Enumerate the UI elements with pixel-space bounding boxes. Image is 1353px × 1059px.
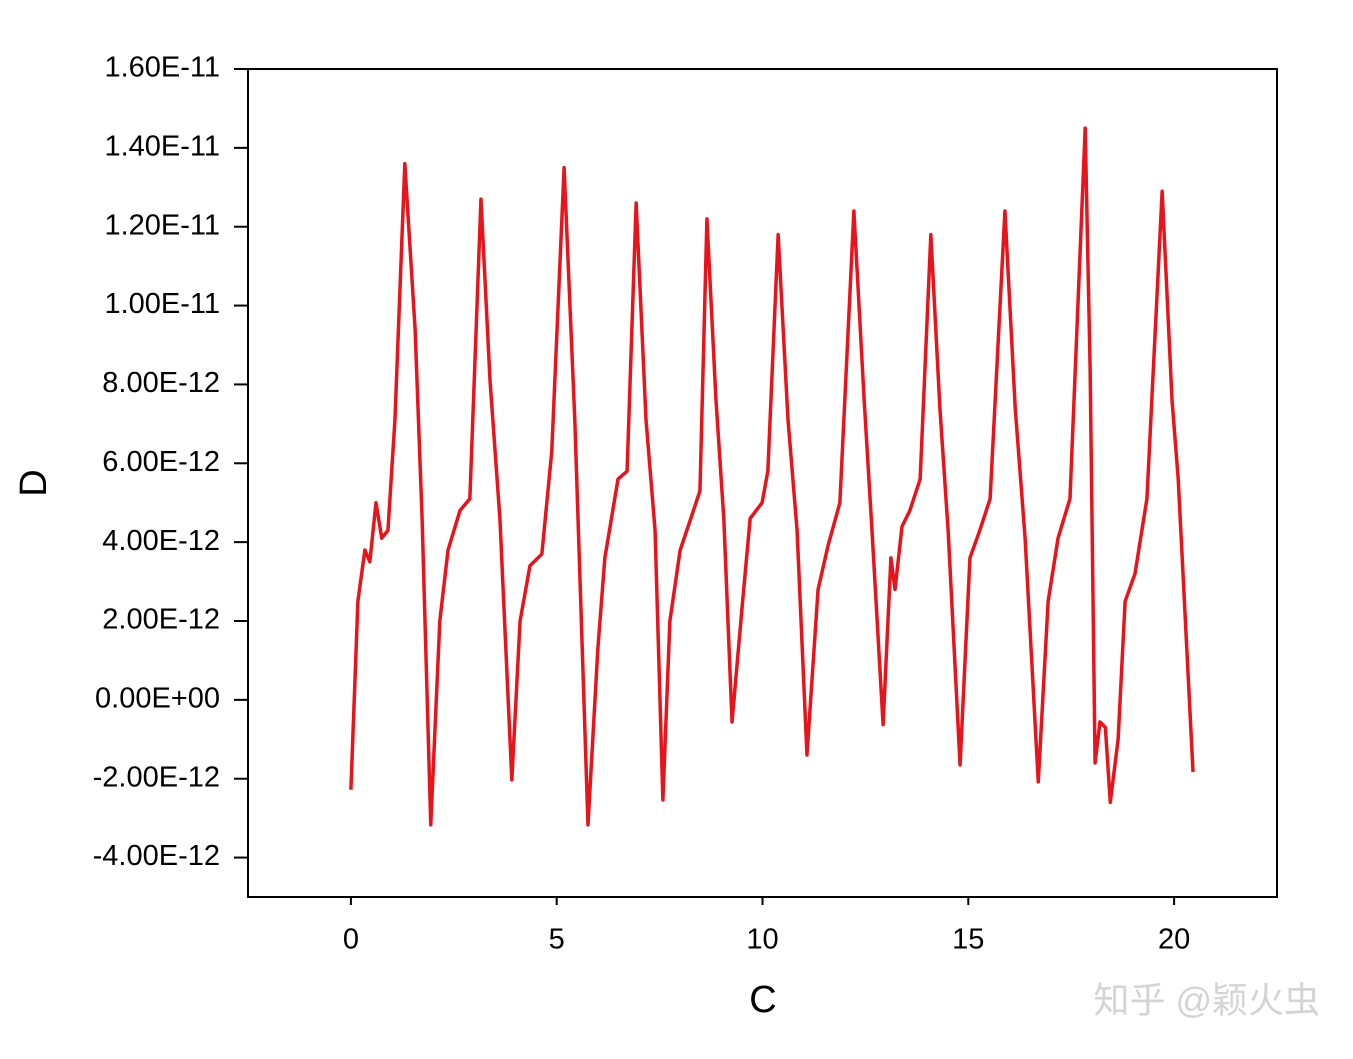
y-tick-label: -4.00E-12: [93, 840, 220, 872]
y-tick-label: 1.40E-11: [104, 131, 220, 163]
x-tick-label: 20: [1158, 924, 1190, 956]
y-tick-label: 1.00E-11: [104, 288, 220, 320]
y-tick-label: 1.60E-11: [104, 52, 220, 84]
y-tick-label: 8.00E-12: [102, 367, 220, 399]
y-tick-label: 2.00E-12: [102, 604, 220, 636]
x-tick-label: 15: [952, 924, 984, 956]
x-axis-title: C: [749, 979, 776, 1021]
y-tick-label: 0.00E+00: [95, 683, 220, 715]
x-tick-label: 10: [746, 924, 778, 956]
x-tick-label: 5: [549, 924, 565, 956]
y-tick-label: 6.00E-12: [102, 446, 220, 478]
y-tick-label: 4.00E-12: [102, 525, 220, 557]
watermark: 知乎 @颖火虫: [1093, 980, 1320, 1021]
data-line: [349, 126, 1195, 827]
y-tick-label: -2.00E-12: [93, 761, 220, 793]
y-axis-title: D: [13, 469, 55, 496]
y-tick-label: 1.20E-11: [104, 209, 220, 241]
x-tick-label: 0: [343, 924, 359, 956]
